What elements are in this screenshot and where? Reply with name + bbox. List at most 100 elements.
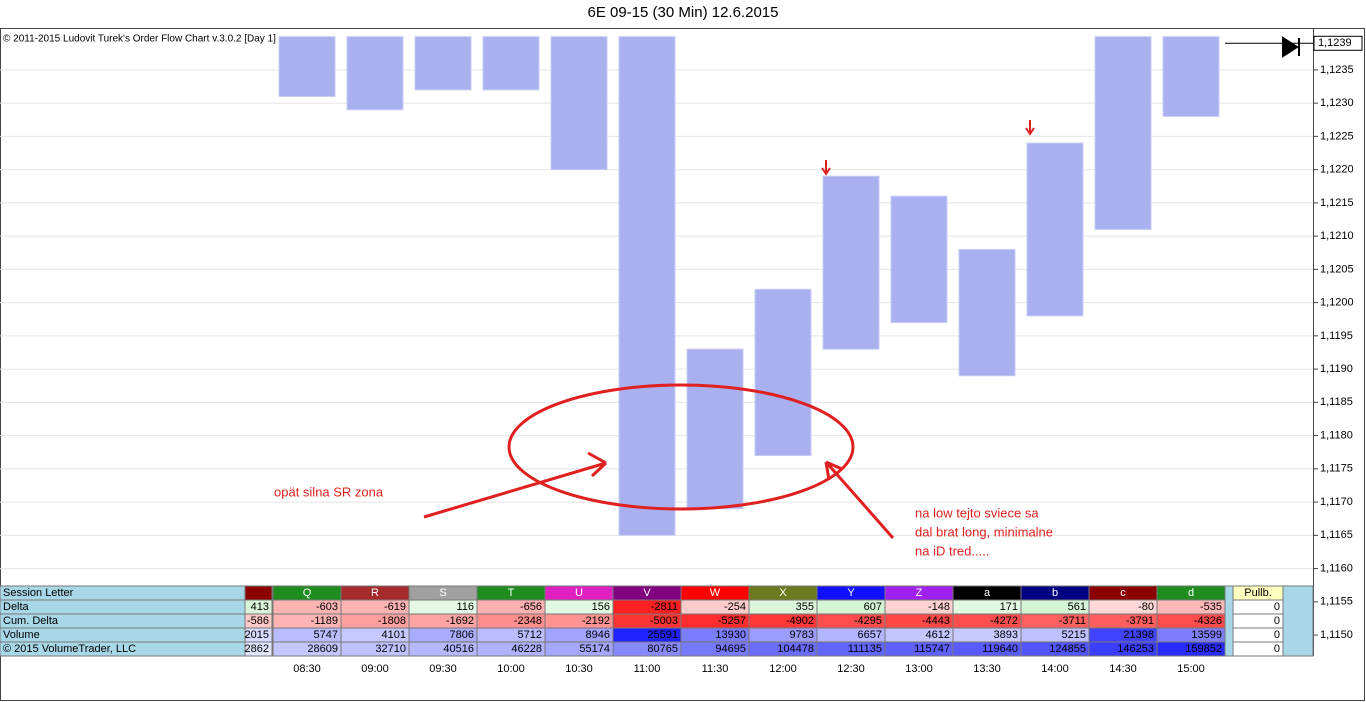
scroll-end-icon[interactable] [1282,36,1300,58]
session-letter: X [779,587,787,599]
row-label: Delta [3,601,30,613]
cell-value: -3791 [1126,615,1154,627]
cell-value: 40516 [443,643,474,655]
y-tick-label: 1,1200 [1320,297,1354,309]
x-tick-label: 09:00 [361,663,389,675]
cell-value: 5747 [314,629,338,641]
cell-value: 55174 [579,643,610,655]
annotation: opät silna SR zona [274,484,384,499]
value-cell [1156,641,1226,657]
y-tick-label: 1,1225 [1320,130,1354,142]
cell-value: -254 [724,601,746,613]
cell-value: 2015 [245,629,269,641]
cell-value: 159852 [1185,643,1222,655]
row-label: Volume [3,629,40,641]
row-label: © 2015 VolumeTrader, LLC [3,643,136,655]
cell-value: 0 [1274,615,1280,627]
cell-value: 46228 [511,643,542,655]
cell-value: -656 [520,601,542,613]
cell-value: -535 [1200,601,1222,613]
cell-value: -4902 [786,615,814,627]
cell-value: 25591 [647,629,678,641]
table-pad [1282,585,1314,657]
y-tick-label: 1,1185 [1320,396,1353,408]
candle-range [958,248,1016,377]
cell-value: -619 [384,601,406,613]
session-letter: Z [916,587,923,599]
cell-value: 355 [796,601,814,613]
candle-range [1162,36,1220,117]
cell-value: 32710 [375,643,406,655]
cell-value: -4295 [854,615,882,627]
session-letter: S [439,587,446,599]
session-letter: V [643,587,651,599]
cell-value: 2862 [245,643,269,655]
cell-value: -603 [316,601,338,613]
cell-value: 413 [251,601,269,613]
cell-value: 13930 [715,629,746,641]
cell-value: 146253 [1117,643,1154,655]
annotation: na low tejto sviece sa [915,505,1039,520]
x-tick-label: 13:00 [905,663,933,675]
x-tick-label: 15:00 [1177,663,1205,675]
cell-value: -2348 [514,615,542,627]
session-letter: U [575,587,583,599]
cell-value: 28609 [307,643,338,655]
cell-value: 6657 [858,629,882,641]
y-tick-label: 1,1235 [1320,64,1354,76]
cell-value: 5712 [518,629,542,641]
candle-range [346,36,404,111]
cell-value: -2811 [651,601,678,613]
value-cell [244,641,273,657]
cell-value: 116 [456,601,474,613]
last-price-label: 1,1239 [1318,37,1352,49]
cell-value: 8946 [586,629,610,641]
x-tick-label: 11:30 [702,663,729,675]
x-tick-label: 12:30 [837,663,865,675]
cell-value: -4326 [1194,615,1222,627]
candle-range [278,36,336,97]
candle-range [890,195,948,324]
session-letter: a [984,587,991,599]
session-letter: d [1188,587,1194,599]
candles [278,36,1220,536]
cell-value: 9783 [790,629,814,641]
letter-cell [244,585,273,601]
candle-range [482,36,540,91]
y-tick-label: 1,1160 [1320,562,1353,574]
y-tick-label: 1,1215 [1320,197,1354,209]
y-tick-label: 1,1180 [1320,429,1353,441]
copyright: © 2011-2015 Ludovit Turek's Order Flow C… [3,34,276,45]
highlight-ellipse [507,383,855,511]
cell-value: 21398 [1123,629,1154,641]
y-tick-label: 1,1190 [1320,363,1353,375]
cell-value: 13599 [1191,629,1222,641]
y-tick-label: 1,1165 [1320,529,1353,541]
cell-value: -2192 [582,615,610,627]
cell-value: -1692 [446,615,474,627]
cell-value: 4101 [382,629,406,641]
session-letter: Pullb. [1244,587,1272,599]
arrow [423,451,608,519]
x-tick-label: 10:00 [497,663,525,675]
cell-value: -80 [1138,601,1154,613]
session-letter: T [508,587,515,599]
stats-table: Session Letter Delta Cum. Delta Volume © 201… [0,585,1314,657]
cell-value: -3711 [1059,615,1086,627]
chart-title: 6E 09-15 (30 Min) 12.6.2015 [588,4,779,21]
cell-value: 7806 [450,629,474,641]
y-tick-label: 1,1205 [1320,263,1354,275]
row-label-cell [0,599,246,615]
x-tick-label: 14:30 [1109,663,1137,675]
cell-value: 171 [1000,601,1018,613]
y-tick-label: 1,1230 [1320,97,1354,109]
cell-value: 80765 [647,643,678,655]
cell-value: 0 [1274,601,1280,613]
y-tick-label: 1,1175 [1320,463,1353,475]
candle-range [414,36,472,91]
cell-value: -1808 [378,615,406,627]
candle-range [754,288,812,457]
session-letter: R [371,587,379,599]
cell-value: 115747 [914,643,950,655]
